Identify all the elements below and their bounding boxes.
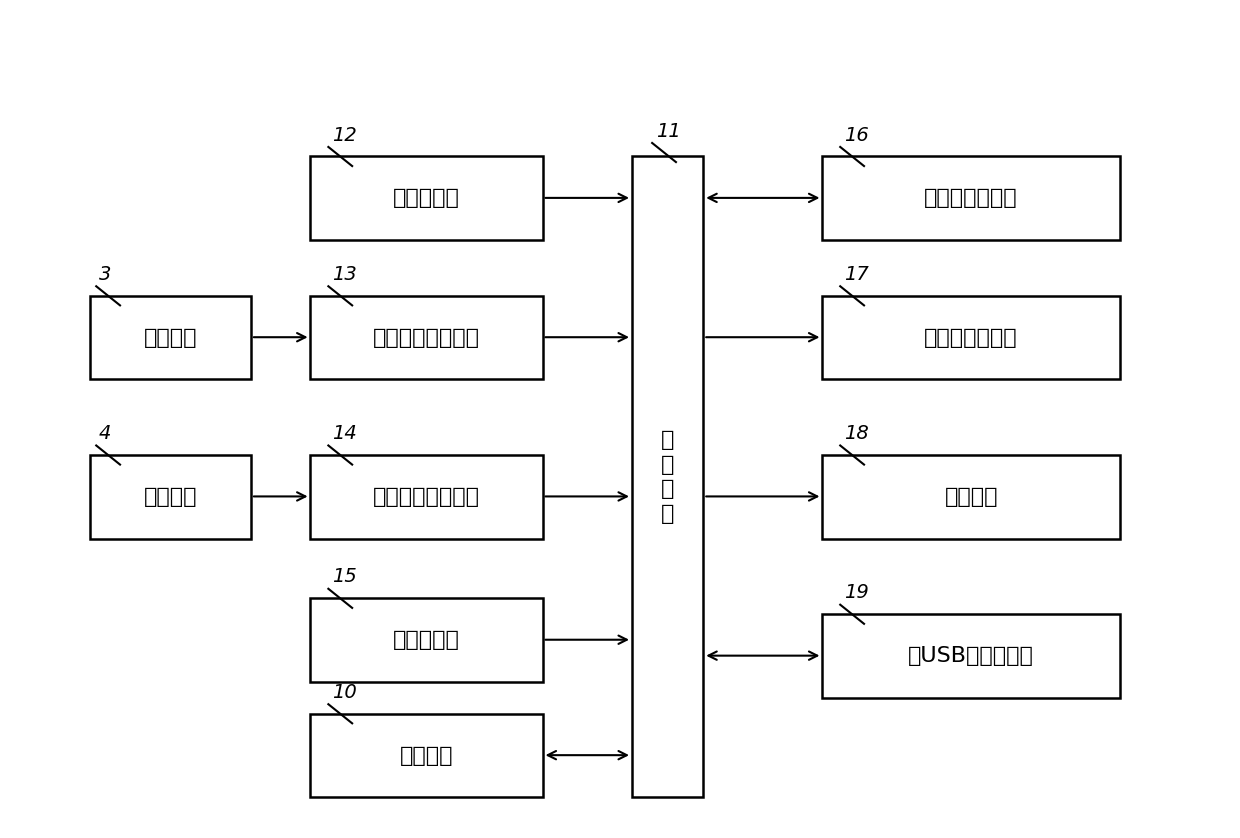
Text: 第二压带: 第二压带 [144,487,197,507]
Text: 16: 16 [843,126,868,145]
Text: 第二信号采集模块: 第二信号采集模块 [373,487,480,507]
Bar [310,296,543,380]
Bar [310,157,543,240]
Text: 15: 15 [332,567,357,587]
Text: 19: 19 [843,583,868,603]
Bar [310,598,543,682]
Bar [822,455,1120,539]
Text: 子声光指示电路: 子声光指示电路 [924,328,1018,348]
Text: 4: 4 [99,424,110,443]
Bar [91,296,250,380]
Text: 子供电模块: 子供电模块 [393,189,460,209]
Bar [822,614,1120,698]
Bar [310,714,543,798]
Text: 子按键模块: 子按键模块 [393,630,460,650]
Bar [822,296,1120,380]
Text: 第一信号采集模块: 第一信号采集模块 [373,328,480,348]
Text: 子无线通信模块: 子无线通信模块 [924,189,1018,209]
Bar [91,455,250,539]
Text: 3: 3 [99,265,110,284]
Text: 10: 10 [332,683,357,701]
Text: 子
控
制
器: 子 控 制 器 [661,430,675,524]
Text: 11: 11 [656,122,681,141]
Text: 17: 17 [843,265,868,284]
Bar [632,157,703,798]
Text: 18: 18 [843,424,868,443]
Text: 子USB转串口电路: 子USB转串口电路 [908,646,1034,666]
Text: 12: 12 [332,126,357,145]
Text: 时钟模块: 时钟模块 [399,746,454,766]
Bar [310,455,543,539]
Text: 13: 13 [332,265,357,284]
Bar [822,157,1120,240]
Text: 14: 14 [332,424,357,443]
Text: 第一压带: 第一压带 [144,328,197,348]
Text: 子显示屏: 子显示屏 [945,487,998,507]
